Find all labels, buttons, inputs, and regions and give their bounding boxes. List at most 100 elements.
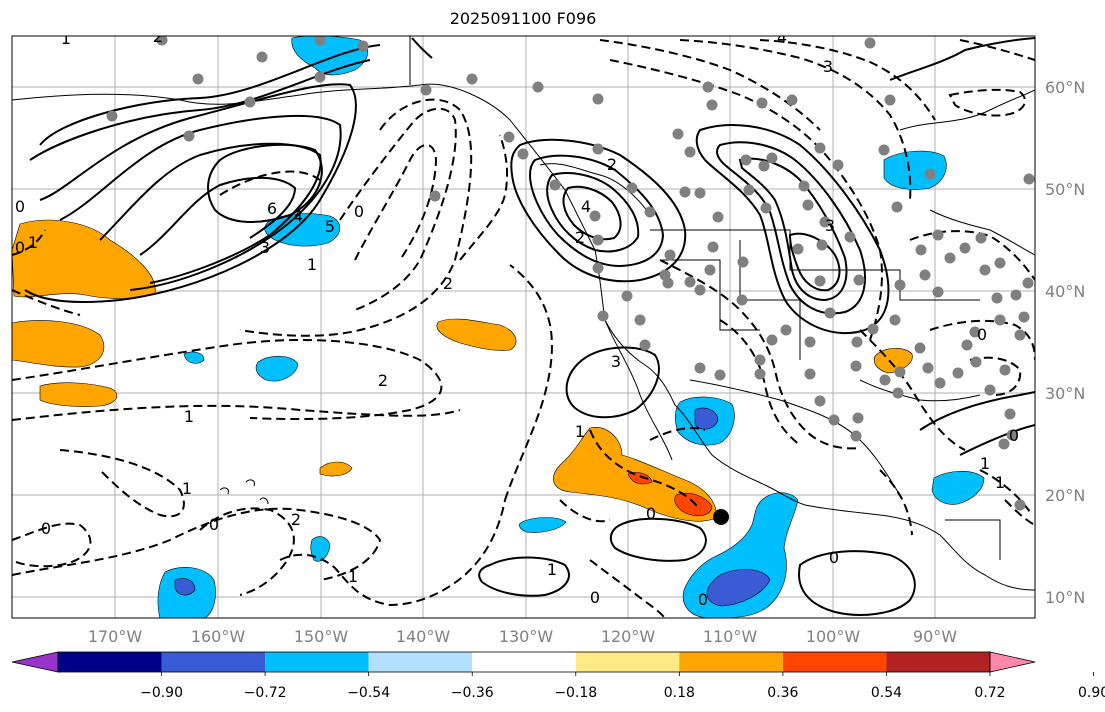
station-dot xyxy=(828,414,840,426)
latitude-label: 30°N xyxy=(1045,384,1085,403)
contour-label: 0 xyxy=(590,588,600,607)
station-dot xyxy=(244,96,256,108)
contour-label: 0 xyxy=(15,238,25,257)
station-dot xyxy=(814,275,826,287)
colorbar-segment xyxy=(679,652,783,672)
contour-label: 1 xyxy=(547,560,557,579)
station-dot xyxy=(754,354,766,366)
station-dot xyxy=(853,274,865,286)
station-dot xyxy=(760,202,772,214)
station-dot xyxy=(1023,173,1035,185)
station-dot xyxy=(975,232,987,244)
station-dot xyxy=(884,94,896,106)
station-dot xyxy=(804,336,816,348)
station-dot xyxy=(850,360,862,372)
contour-label: 1 xyxy=(182,479,192,498)
station-dot xyxy=(922,362,934,374)
contour-label: 1 xyxy=(61,29,71,48)
station-dot xyxy=(420,84,432,96)
station-dot xyxy=(814,395,826,407)
station-dot xyxy=(824,307,836,319)
station-dot xyxy=(517,148,529,160)
station-dot xyxy=(766,334,778,346)
station-dot xyxy=(429,190,441,202)
longitude-label: 100°W xyxy=(806,627,861,646)
contour-label: 1 xyxy=(575,422,585,441)
colorbar-segment xyxy=(886,652,990,672)
station-dot xyxy=(792,243,804,255)
contour-label: 2 xyxy=(607,155,617,174)
latitude-label: 50°N xyxy=(1045,180,1085,199)
station-dot xyxy=(1006,429,1018,441)
colorbar-extend-high xyxy=(989,651,1036,673)
contour-label: 4 xyxy=(293,207,303,226)
contour-label: 2 xyxy=(575,228,585,247)
cyan-region-east xyxy=(883,150,947,190)
longitude-label: 160°W xyxy=(191,627,246,646)
colorbar-outline xyxy=(57,651,991,673)
colorbar-extend-low xyxy=(11,651,59,673)
station-dot xyxy=(1004,408,1016,420)
station-dot xyxy=(924,168,936,180)
contour-label: 1 xyxy=(995,473,1005,492)
colorbar-segment xyxy=(161,652,266,672)
colorbar-tick-label: −0.36 xyxy=(451,685,494,701)
station-dot xyxy=(952,367,964,379)
station-dot xyxy=(979,264,991,276)
station-dot xyxy=(969,326,981,338)
contour-label: 4 xyxy=(777,28,787,47)
colorbar-tick-label: −0.90 xyxy=(140,685,183,701)
contour-label: 2 xyxy=(153,27,163,46)
red-region-baja-2 xyxy=(627,472,653,485)
station-dot xyxy=(621,290,633,302)
cyan-region-small2 xyxy=(183,351,205,364)
station-dot xyxy=(1018,311,1030,323)
contour-label: 3 xyxy=(611,352,621,371)
colorbar-tick-label: 0.90 xyxy=(1078,685,1105,701)
station-dot xyxy=(766,152,778,164)
station-dot xyxy=(814,142,826,154)
longitude-label: 90°W xyxy=(913,627,957,646)
station-dot xyxy=(639,339,651,351)
station-dot xyxy=(961,339,973,351)
contour-label: 2 xyxy=(291,510,301,529)
coastlines xyxy=(12,36,1035,591)
station-dot xyxy=(819,216,831,228)
station-dot xyxy=(984,384,996,396)
contour-label: 5 xyxy=(325,217,335,236)
orange-region-west xyxy=(12,219,156,299)
station-dot xyxy=(932,229,944,241)
station-dot xyxy=(889,314,901,326)
latitude-label: 60°N xyxy=(1045,78,1085,97)
station-dot xyxy=(1014,329,1026,341)
cyan-region-small3 xyxy=(310,536,331,562)
station-dot xyxy=(664,249,676,261)
station-dot xyxy=(1010,289,1022,301)
station-dot xyxy=(659,269,671,281)
station-dot xyxy=(740,154,752,166)
contour-label: 2 xyxy=(378,371,388,390)
contour-label: 2 xyxy=(443,274,453,293)
station-dot xyxy=(704,264,716,276)
contour-label: 6 xyxy=(267,199,277,218)
station-dot xyxy=(357,40,369,52)
contour-label: 1 xyxy=(184,407,194,426)
station-dots xyxy=(106,36,1035,511)
shaded-regions xyxy=(12,36,985,618)
contour-label: 0 xyxy=(209,515,219,534)
longitude-label: 150°W xyxy=(294,627,349,646)
station-dot xyxy=(714,369,726,381)
orange-region-gulf xyxy=(873,347,913,374)
station-dot xyxy=(694,362,706,374)
station-dot xyxy=(804,368,816,380)
station-dot xyxy=(106,110,118,122)
contour-label: 0 xyxy=(1009,426,1019,445)
contour-label: 0 xyxy=(41,519,51,538)
station-dot xyxy=(314,71,326,83)
station-dot xyxy=(626,182,638,194)
station-dot xyxy=(780,324,792,336)
station-dot xyxy=(878,144,890,156)
station-dot xyxy=(970,356,982,368)
colorbar-segment xyxy=(782,652,887,672)
